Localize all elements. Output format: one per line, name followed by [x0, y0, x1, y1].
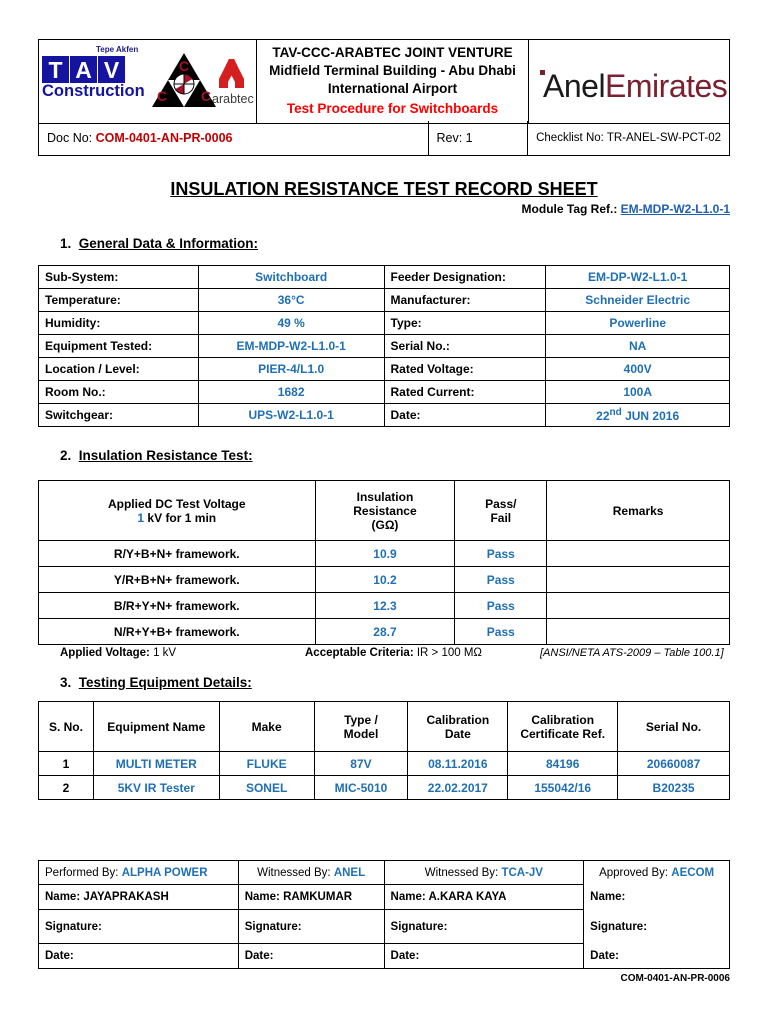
svg-text:Construction: Construction [42, 82, 145, 100]
svg-text:C: C [201, 88, 211, 104]
svg-text:A: A [75, 57, 92, 83]
svg-text:T: T [48, 57, 62, 83]
svg-text:arabtec: arabtec [212, 92, 254, 106]
svg-text:C: C [179, 58, 189, 74]
svg-text:C: C [157, 88, 167, 104]
svg-text:Tepe Akfen: Tepe Akfen [96, 45, 138, 54]
svg-text:V: V [104, 57, 120, 83]
